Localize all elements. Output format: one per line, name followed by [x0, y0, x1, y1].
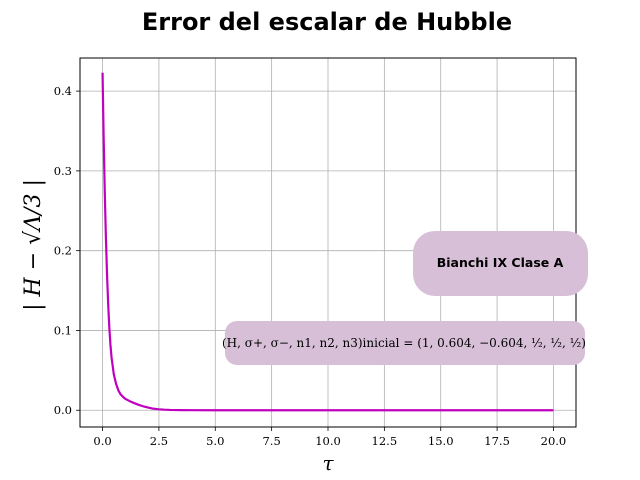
x-tick-label: 0.0	[93, 434, 111, 448]
x-tick-label: 2.5	[150, 434, 168, 448]
chart-title: Error del escalar de Hubble	[142, 8, 512, 36]
annotation-initial-box: (H, σ+, σ−, n1, n2, n3)inicial = (1, 0.6…	[222, 321, 586, 365]
y-tick-label: 0.4	[54, 84, 72, 98]
y-tick-label: 0.2	[54, 244, 72, 258]
series-line	[101, 72, 554, 412]
annotation-initial-text: (H, σ+, σ−, n1, n2, n3)inicial = (1, 0.6…	[222, 336, 586, 350]
annotation-model-bg	[413, 231, 588, 296]
y-tick-label: 0.1	[54, 323, 72, 337]
x-tick-label: 17.5	[484, 434, 510, 448]
annotation-model-box: Bianchi IX Clase A	[413, 231, 588, 296]
grid	[80, 58, 576, 427]
y-tick-label: 0.0	[54, 403, 72, 417]
x-tick-label: 12.5	[372, 434, 398, 448]
x-tick-label: 10.0	[315, 434, 341, 448]
x-tick-label: 7.5	[262, 434, 280, 448]
x-tick-label: 15.0	[428, 434, 454, 448]
x-tick-label: 5.0	[206, 434, 224, 448]
x-axis-label: τ	[322, 451, 334, 475]
x-tick-label: 20.0	[541, 434, 567, 448]
y-ticks: 0.0 0.1 0.2 0.3 0.4	[54, 84, 80, 417]
y-tick-label: 0.3	[54, 164, 72, 178]
annotation-initial-bg	[225, 321, 585, 365]
annotation-model-text: Bianchi IX Clase A	[437, 255, 564, 270]
x-ticks: 0.0 2.5 5.0 7.5 10.0 12.5 15.0 17.5 20.0	[93, 427, 566, 448]
y-axis-label: | H − √Λ/3 |	[21, 179, 46, 311]
series-layer	[101, 72, 554, 412]
